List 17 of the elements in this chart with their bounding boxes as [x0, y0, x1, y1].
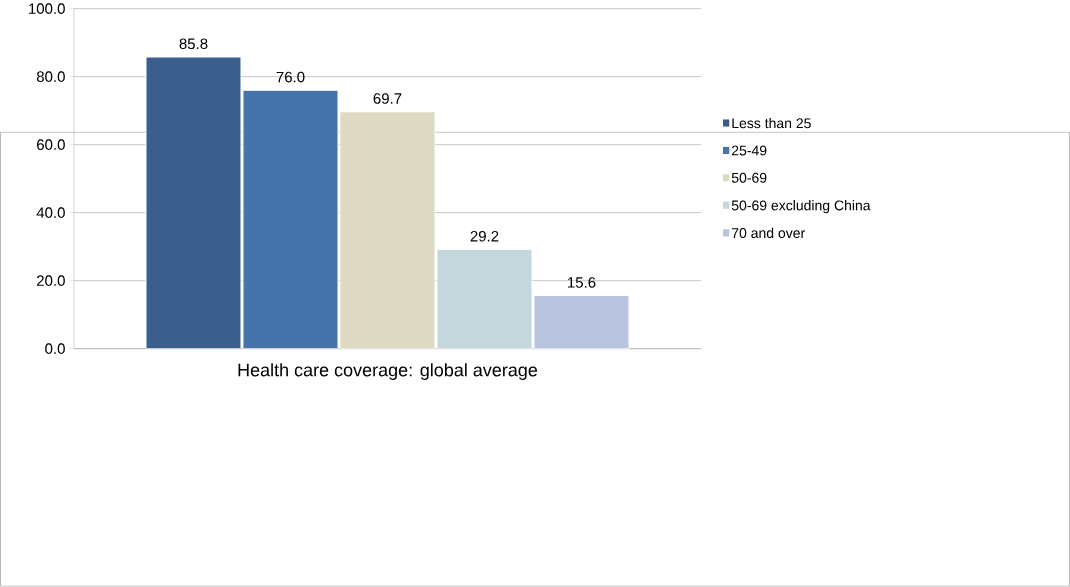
legend-label: Less than 25	[732, 118, 811, 129]
data-label: 15.6	[568, 277, 596, 288]
legend-label: 50-69	[731, 172, 767, 183]
data-label: 69.7	[373, 93, 402, 104]
legend-label: 25-49	[731, 145, 767, 156]
x-tick-label: Health care coverage: global average	[238, 363, 538, 381]
data-label: 76.0	[276, 71, 305, 83]
y-tick-label: 40.0	[36, 207, 65, 219]
y-tick-label: 0.0	[45, 343, 65, 355]
legend-label: 70 and over	[731, 227, 805, 239]
legend-label: 50-69 excluding China	[731, 200, 871, 214]
y-tick-label: 80.0	[36, 71, 65, 83]
data-label: 85.8	[179, 38, 208, 50]
data-label: 29.2	[470, 231, 499, 242]
y-tick-label: 20.0	[37, 275, 65, 287]
y-tick-label: 60.0	[37, 139, 65, 151]
y-tick-label: 100.0	[29, 3, 65, 15]
